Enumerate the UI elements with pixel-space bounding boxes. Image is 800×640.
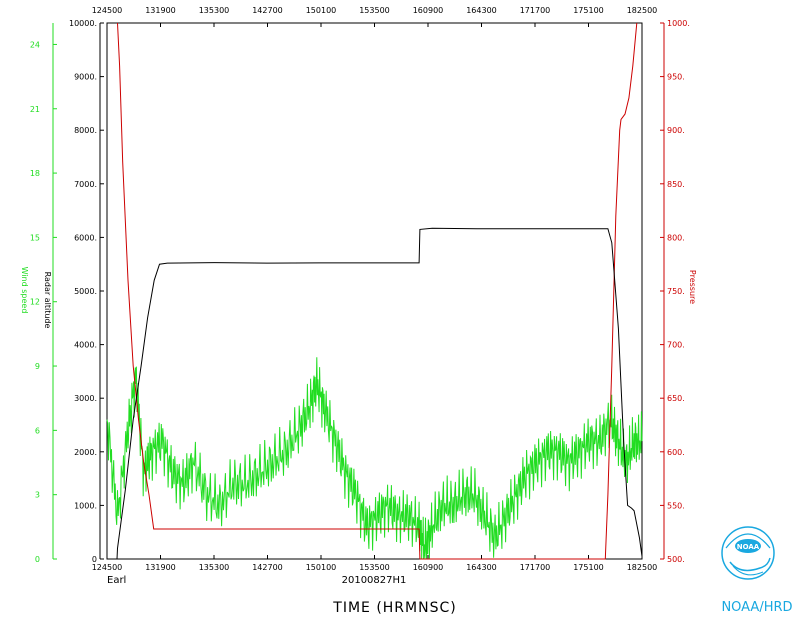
x-tick-label-bottom: 131900 xyxy=(145,563,176,572)
x-tick-label-top: 164300 xyxy=(466,6,497,15)
altitude-tick-label: 5000. xyxy=(74,287,97,296)
pressure-tick-label: 750. xyxy=(667,287,685,296)
altitude-tick-label: 2000. xyxy=(74,448,97,457)
flight-id: 20100827H1 xyxy=(342,575,407,586)
altitude-tick-label: 9000. xyxy=(74,73,97,82)
x-tick-label-top: 131900 xyxy=(145,6,176,15)
storm-name: Earl xyxy=(107,575,126,586)
wind-tick-label: 15 xyxy=(30,233,40,242)
altitude-axis-label: Radar altitude xyxy=(43,272,52,329)
pressure-tick-label: 700. xyxy=(667,341,685,350)
altitude-tick-label: 8000. xyxy=(74,126,97,135)
x-tick-label-bottom: 150100 xyxy=(306,563,337,572)
x-tick-label-top: 124500 xyxy=(92,6,123,15)
x-tick-label-top: 142700 xyxy=(252,6,283,15)
pressure-tick-label: 800. xyxy=(667,233,685,242)
x-axis-top-ticks: 124500 131900 135300 142700 150100 153500 1609… xyxy=(92,6,658,27)
x-tick-label-bottom: 171700 xyxy=(520,563,551,572)
x-tick-label-bottom: 182500 xyxy=(627,563,658,572)
altitude-tick-label: 7000. xyxy=(74,180,97,189)
wind-axis-ticks: 0 3 6 9 12 15 18 21 24 xyxy=(30,40,57,564)
wind-tick-label: 21 xyxy=(30,105,40,114)
wind-tick-label: 6 xyxy=(35,426,40,435)
x-tick-label-bottom: 124500 xyxy=(92,563,123,572)
x-tick-label-top: 135300 xyxy=(199,6,230,15)
pressure-tick-label: 850. xyxy=(667,180,685,189)
pressure-tick-label: 900. xyxy=(667,126,685,135)
wind-tick-label: 3 xyxy=(35,491,40,500)
pressure-axis-label: Pressure xyxy=(688,270,697,304)
noaa-hrd-caption: NOAA/HRD xyxy=(721,600,792,615)
wind-tick-label: 12 xyxy=(30,298,40,307)
pressure-tick-label: 500. xyxy=(667,555,685,564)
pressure-tick-label: 600. xyxy=(667,448,685,457)
pressure-tick-label: 650. xyxy=(667,394,685,403)
x-tick-label-bottom: 142700 xyxy=(252,563,283,572)
wind-tick-label: 9 xyxy=(35,362,40,371)
altitude-tick-label: 1000. xyxy=(74,501,97,510)
x-tick-label-top: 150100 xyxy=(306,6,337,15)
altitude-tick-label: 10000. xyxy=(69,19,97,28)
pressure-axis-ticks: 500. 550. 600. 650. 700. 750. 800. 850. 900. 950.… xyxy=(660,19,690,564)
wind-axis-label: Wind speed xyxy=(20,267,29,314)
pressure-tick-label: 950. xyxy=(667,73,685,82)
x-tick-label-top: 153500 xyxy=(359,6,390,15)
series-line-pressure xyxy=(117,22,638,560)
x-tick-label-bottom: 175100 xyxy=(573,563,604,572)
noaa-logo: NOAA xyxy=(721,526,775,580)
noaa-emblem-text: NOAA xyxy=(737,543,760,551)
x-tick-label-top: 160900 xyxy=(413,6,444,15)
x-tick-label-bottom: 135300 xyxy=(199,563,230,572)
x-tick-label-top: 171700 xyxy=(520,6,551,15)
altitude-tick-label: 4000. xyxy=(74,341,97,350)
x-axis-title: TIME (HRMNSC) xyxy=(332,600,456,616)
pressure-tick-label: 1000. xyxy=(667,19,690,28)
wind-tick-label: 24 xyxy=(30,40,40,49)
series-line-wind-speed xyxy=(106,357,643,560)
x-axis-bottom-ticks: 124500 131900 135300 142700 150100 153500 1609… xyxy=(92,555,658,572)
altitude-axis-ticks: 0 1000. 2000. 3000. 4000. 5000. 6000. 7000. 8000… xyxy=(69,19,104,564)
x-tick-label-bottom: 160900 xyxy=(413,563,444,572)
series-line-radar-altitude xyxy=(116,227,643,560)
x-tick-label-top: 175100 xyxy=(573,6,604,15)
pressure-tick-label: 550. xyxy=(667,501,685,510)
x-tick-label-top: 182500 xyxy=(627,6,658,15)
altitude-tick-label: 3000. xyxy=(74,394,97,403)
wind-tick-label: 0 xyxy=(35,555,40,564)
series-layer xyxy=(106,22,643,560)
x-tick-label-bottom: 153500 xyxy=(359,563,390,572)
altitude-tick-label: 0 xyxy=(92,555,97,564)
altitude-tick-label: 6000. xyxy=(74,233,97,242)
x-tick-label-bottom: 164300 xyxy=(466,563,497,572)
wind-tick-label: 18 xyxy=(30,169,40,178)
